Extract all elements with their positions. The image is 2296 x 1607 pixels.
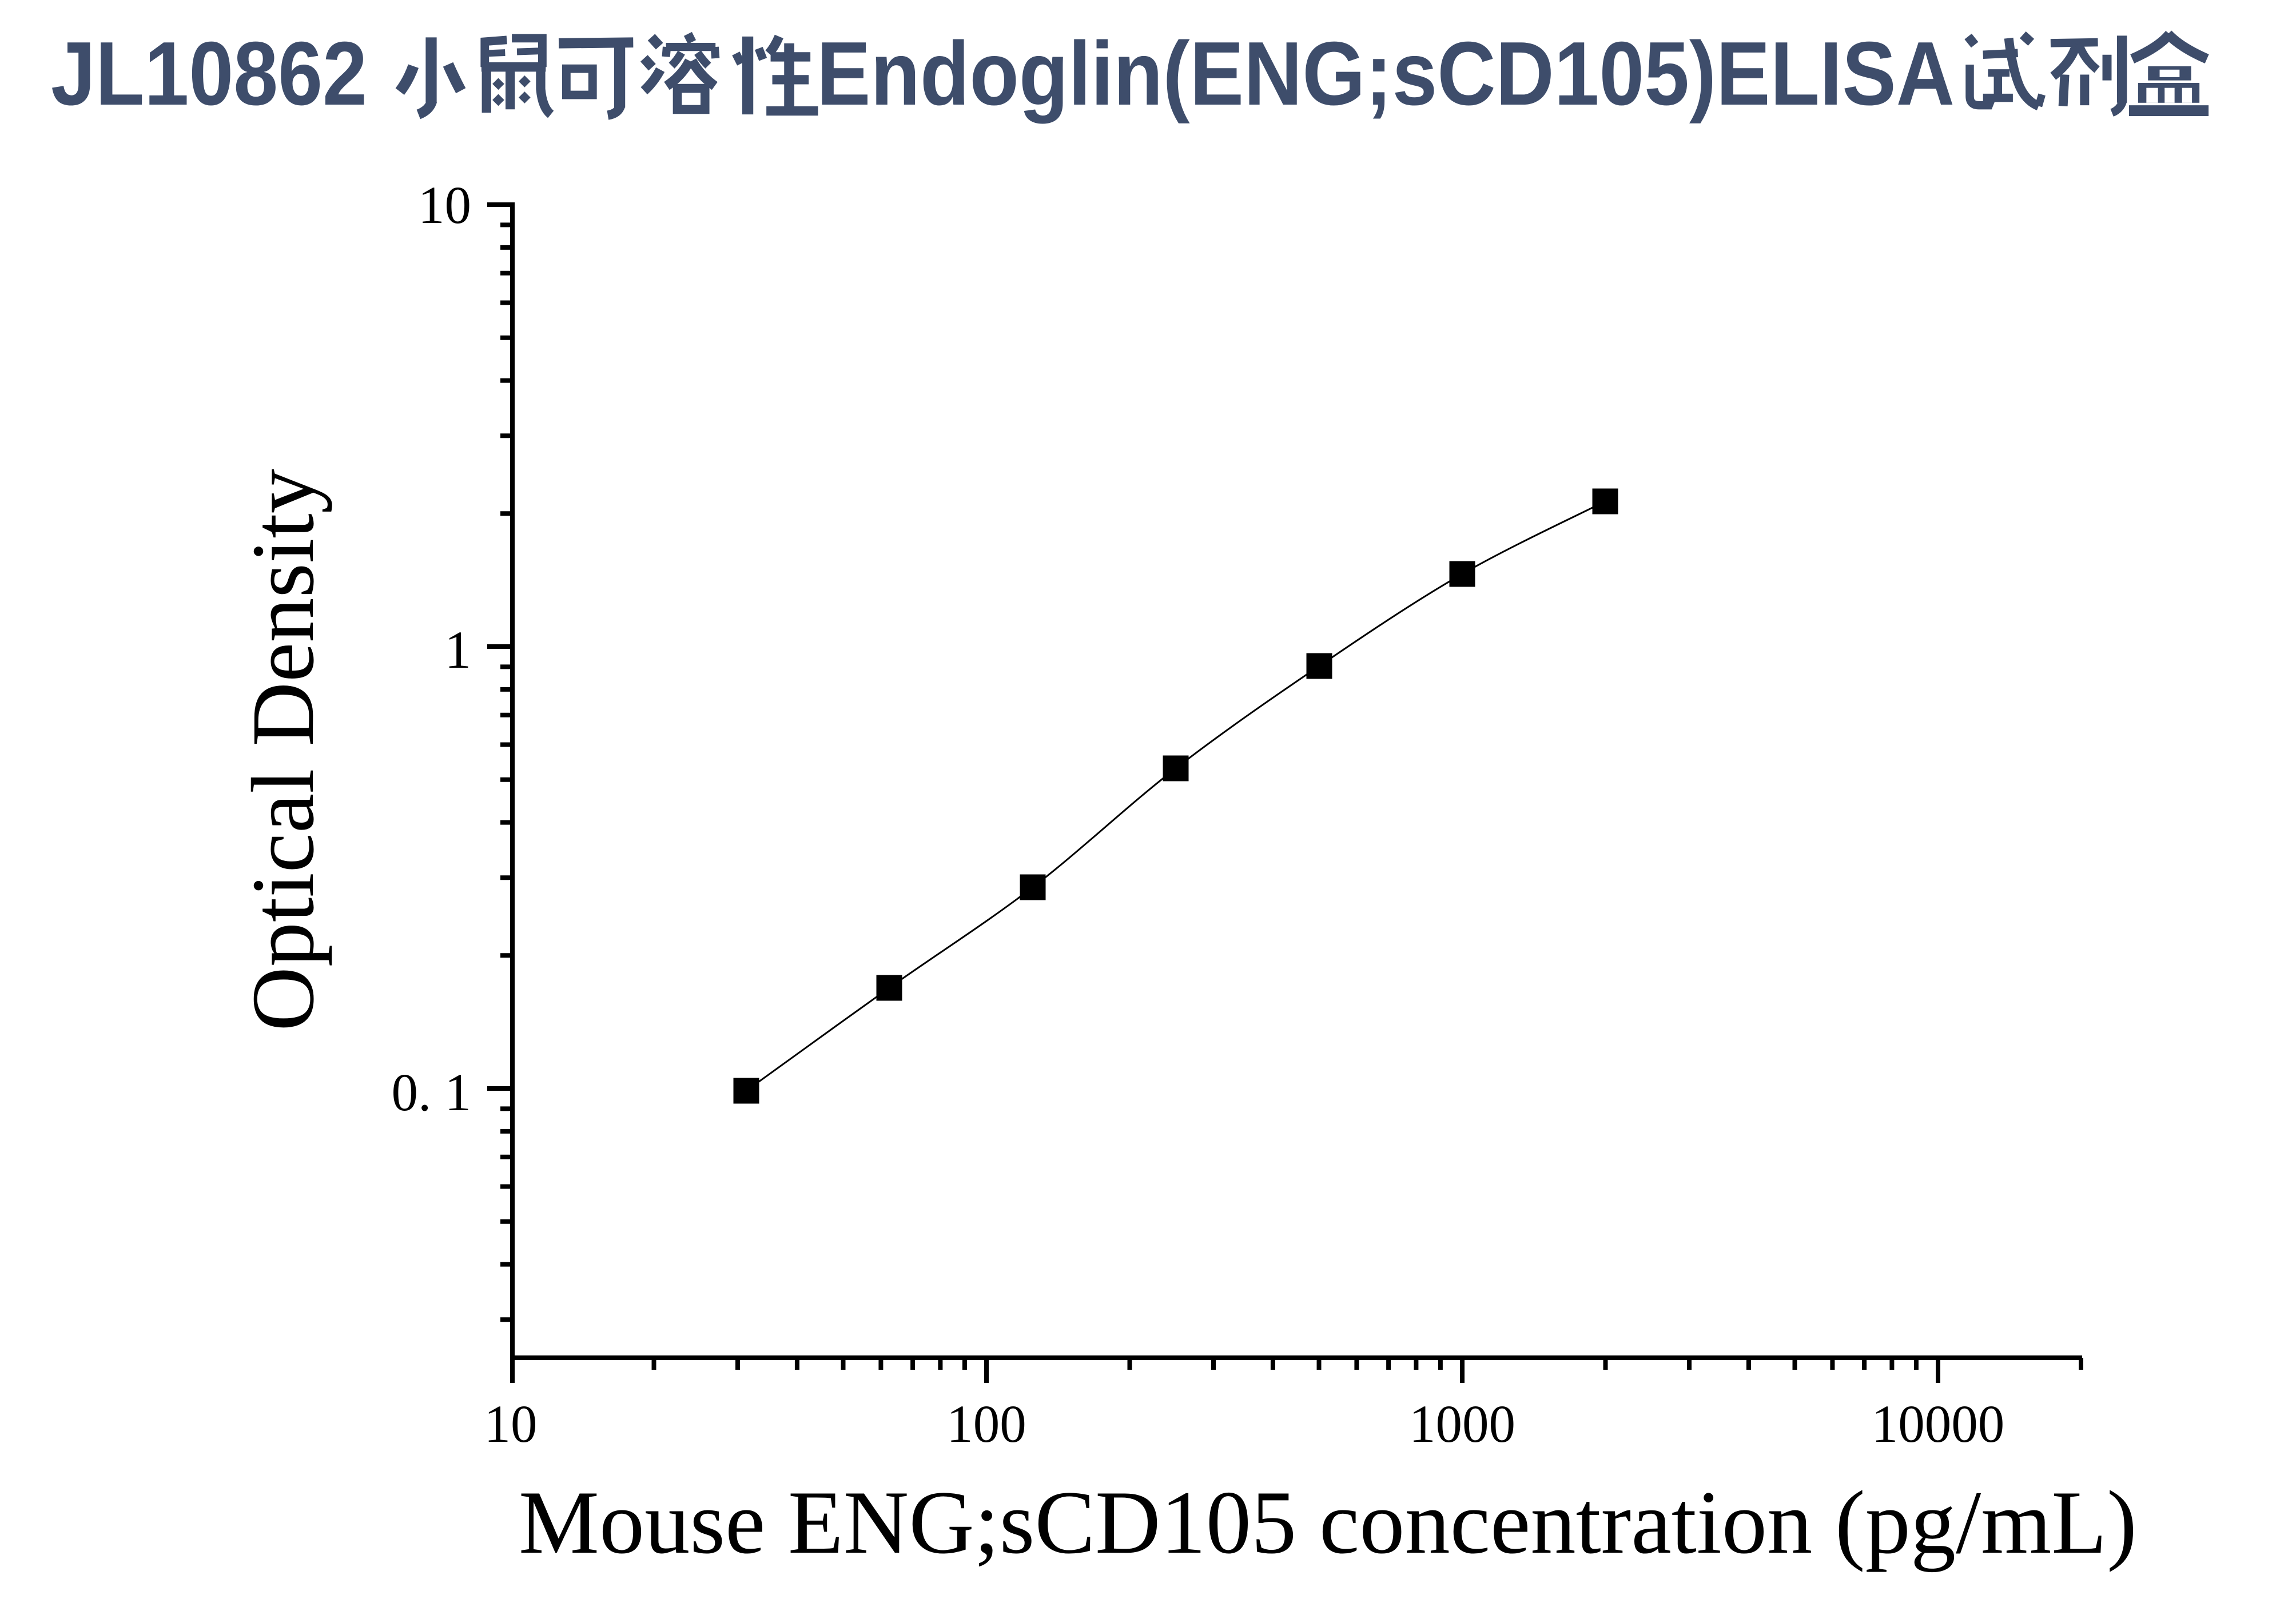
svg-text:Endoglin(ENG;sCD105)ELISA: Endoglin(ENG;sCD105)ELISA: [817, 23, 1955, 124]
svg-text:100: 100: [946, 1395, 1026, 1454]
svg-text:10: 10: [418, 176, 471, 235]
svg-text:0. 1: 0. 1: [392, 1063, 472, 1122]
svg-text:10: 10: [484, 1395, 538, 1454]
svg-text:JL10862: JL10862: [51, 23, 367, 124]
svg-text:1: 1: [445, 621, 472, 680]
svg-text:Optical Density: Optical Density: [233, 469, 332, 1031]
svg-text:10000: 10000: [1872, 1395, 2005, 1454]
svg-text:Mouse ENG;sCD105 concentration: Mouse ENG;sCD105 concentration (pg/mL): [519, 1473, 2137, 1573]
svg-text:1000: 1000: [1409, 1395, 1515, 1454]
